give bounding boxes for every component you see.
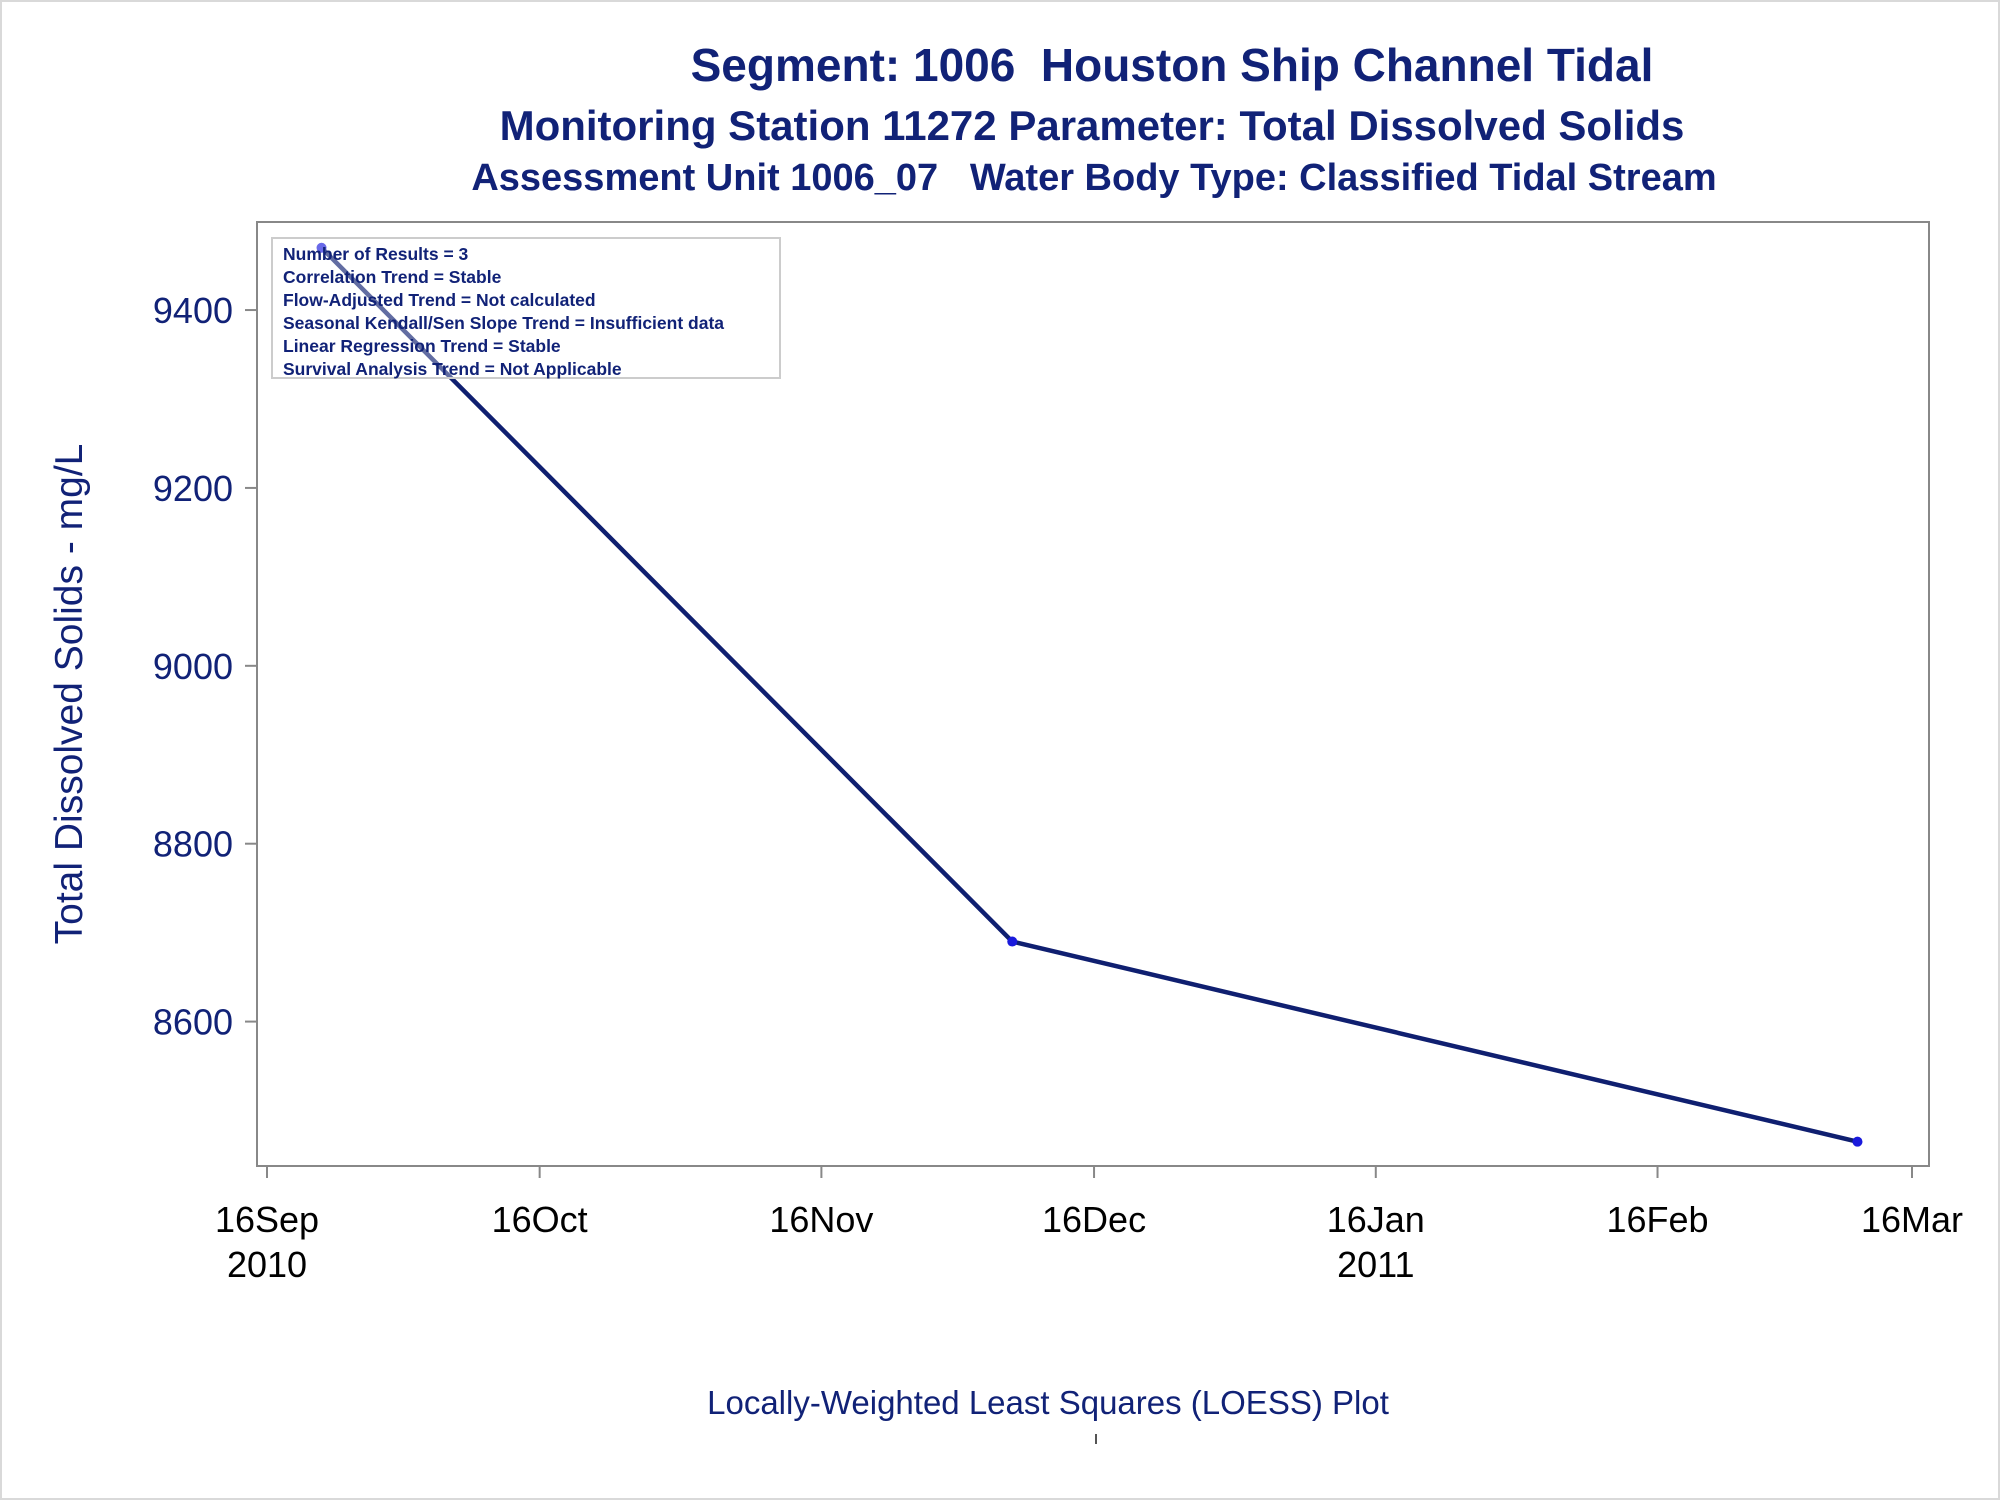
stats-line: Linear Regression Trend = Stable	[283, 336, 561, 356]
y-tick-label: 9200	[153, 468, 233, 509]
footnote: Locally-Weighted Least Squares (LOESS) P…	[707, 1384, 1389, 1421]
y-tick-label: 8600	[153, 1002, 233, 1043]
x-tick-label: 16Jan	[1327, 1199, 1425, 1240]
chart-title: Segment: 1006 Houston Ship Channel Tidal	[690, 39, 1654, 91]
data-point	[1007, 936, 1018, 947]
x-tick-year-label: 2011	[1337, 1244, 1414, 1285]
data-point	[316, 242, 327, 253]
x-tick-label: 16Oct	[492, 1199, 588, 1240]
x-tick-year-label: 2010	[227, 1244, 307, 1285]
x-tick-label: 16Mar	[1861, 1199, 1963, 1240]
x-tick-label: 16Sep	[215, 1199, 319, 1240]
series-layer	[316, 242, 1863, 1147]
data-point	[1852, 1136, 1863, 1147]
y-tick-label: 8800	[153, 824, 233, 865]
trend-stats-box: Number of Results = 3 Correlation Trend =…	[271, 237, 781, 379]
y-axis-label: Total Dissolved Solids - mg/L	[48, 444, 91, 945]
plot-area	[256, 221, 1930, 1167]
chart-subtitle-2: Assessment Unit 1006_07 Water Body Type:…	[471, 157, 1717, 199]
series-line	[319, 246, 1858, 1144]
x-tick-label: 16Feb	[1606, 1199, 1708, 1240]
y-tick-label: 9000	[153, 646, 233, 687]
stats-line: Correlation Trend = Stable	[283, 267, 502, 287]
stats-line: Flow-Adjusted Trend = Not calculated	[283, 290, 596, 310]
x-tick-label: 16Nov	[769, 1199, 873, 1240]
chart-subtitle: Monitoring Station 11272 Parameter: Tota…	[499, 102, 1685, 149]
footnote-mark	[1095, 1434, 1097, 1444]
x-tick-label: 16Dec	[1042, 1199, 1146, 1240]
stats-line: Number of Results = 3	[283, 244, 469, 264]
stats-line: Seasonal Kendall/Sen Slope Trend = Insuf…	[283, 313, 725, 333]
y-axis: 8600 8800 9000 9200 9400	[153, 290, 257, 1043]
stats-line: Survival Analysis Trend = Not Applicable	[283, 359, 622, 379]
y-tick-label: 9400	[153, 290, 233, 331]
